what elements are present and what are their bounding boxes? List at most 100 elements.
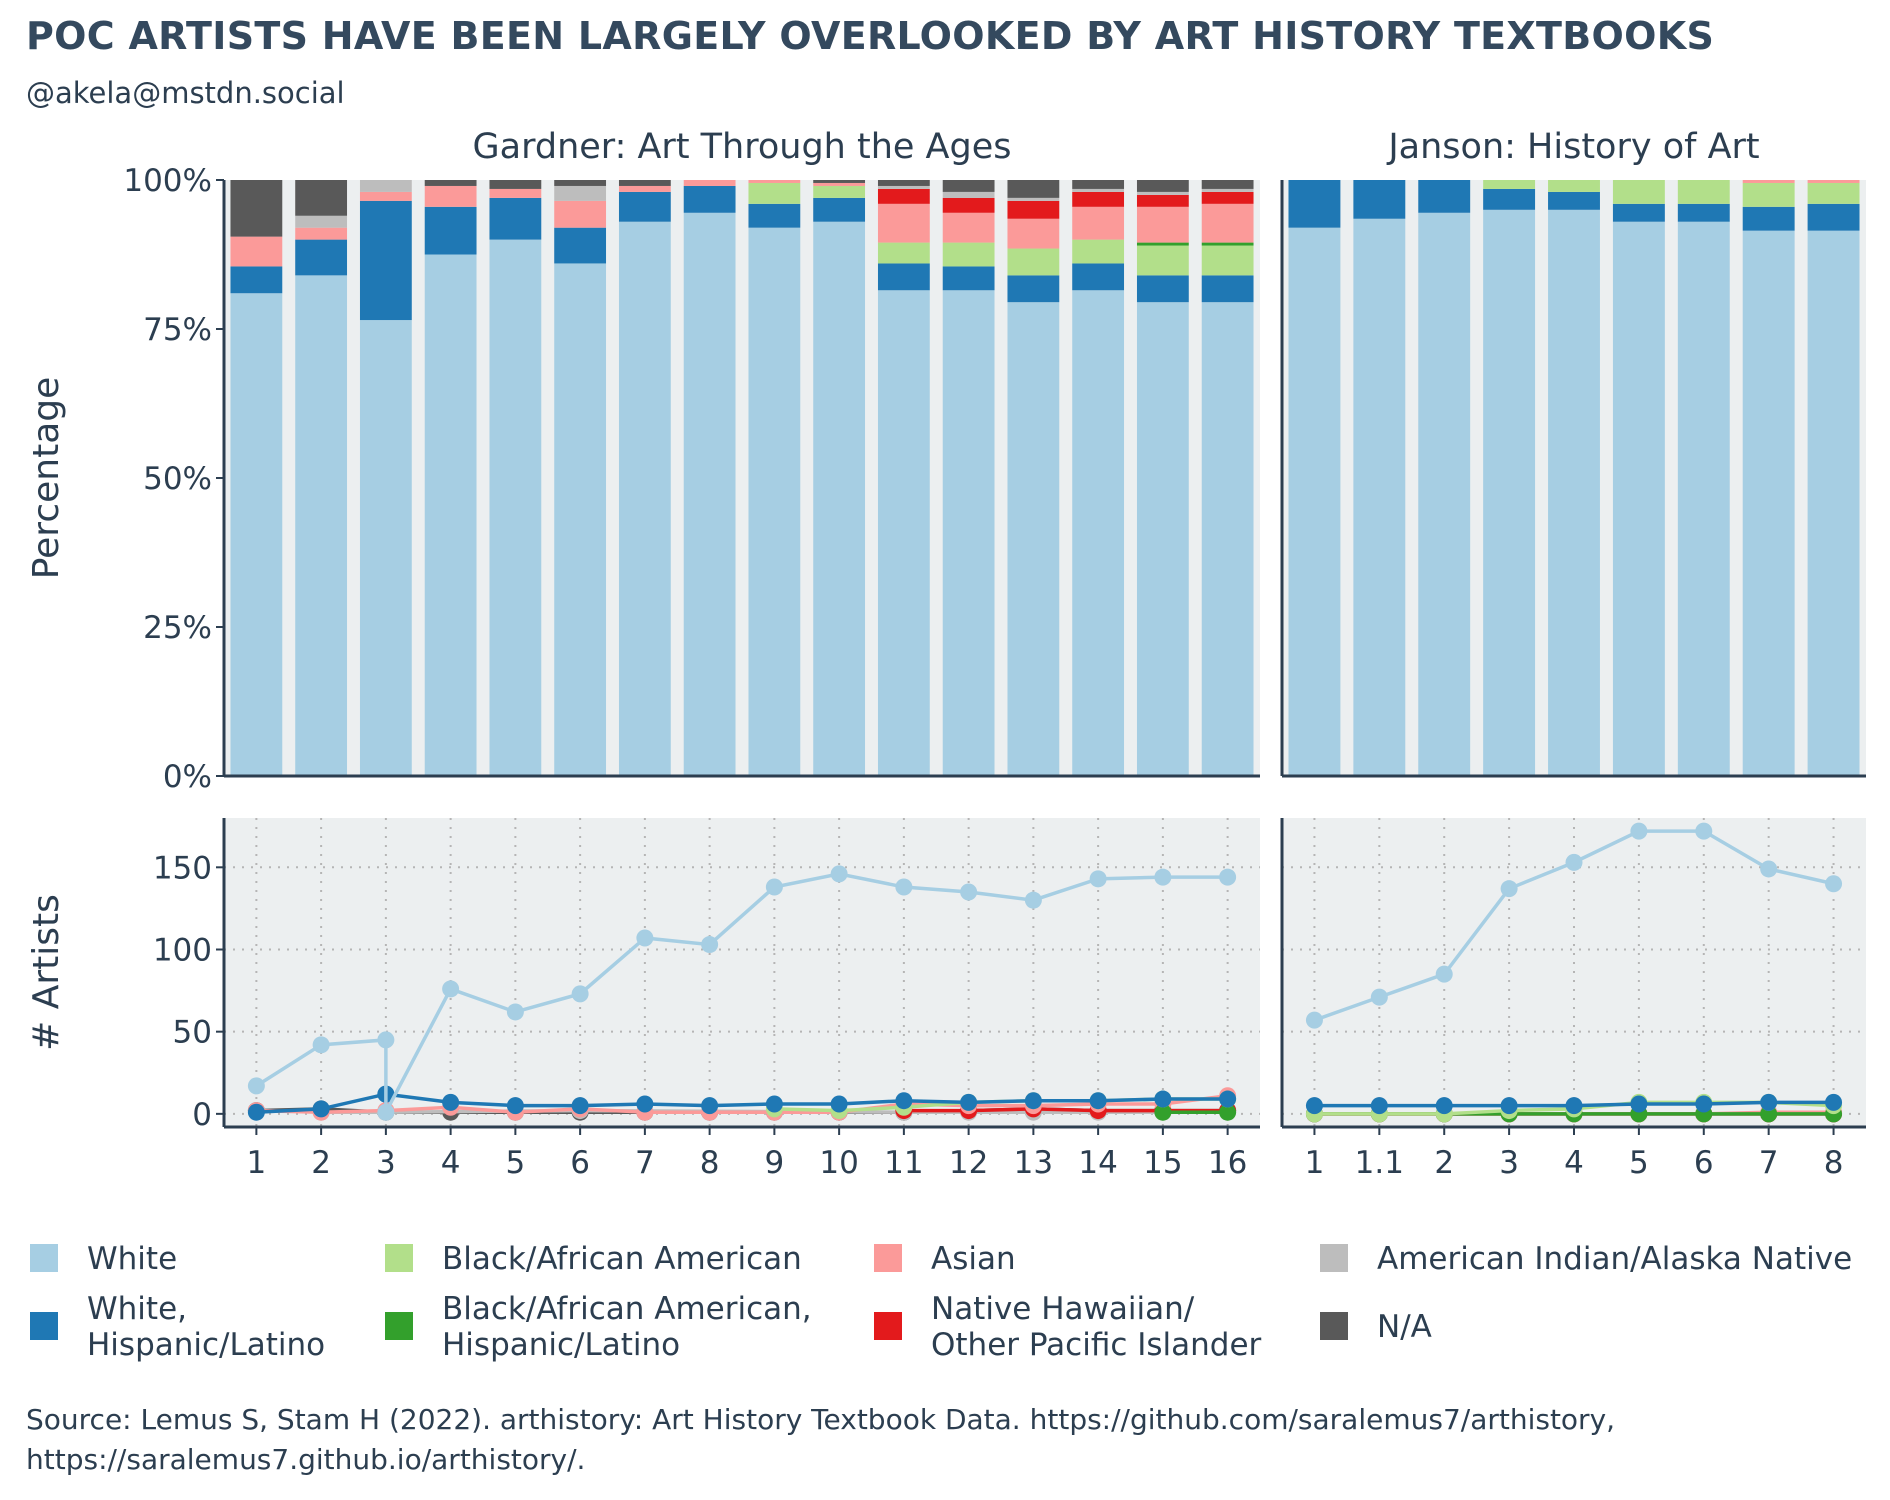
bar-gardner-6-asian <box>554 200 607 228</box>
x-tick-label-janson-7: 7 <box>1759 1145 1779 1181</box>
bar-gardner-12-white-hispanic-latino <box>942 266 995 291</box>
point-gardner-white-16 <box>1219 868 1237 886</box>
bar-janson-1-white-hispanic-latino <box>1288 180 1341 228</box>
x-tick-label-gardner-1: 1 <box>247 1145 267 1181</box>
bar-gardner-11-native-hawaiian-other-pacific-islander <box>877 188 930 204</box>
x-tick-label-gardner-15: 15 <box>1143 1145 1182 1181</box>
bar-gardner-11-american-indian-alaska-native <box>877 185 930 189</box>
bar-janson-1.1-white-hispanic-latino <box>1353 180 1406 219</box>
legend-label-native-hawaiian-other-pacific-islander-0: Native Hawaiian/ <box>931 1291 1195 1327</box>
point-gardner-white-11 <box>895 878 913 896</box>
point-janson-white-8 <box>1825 875 1843 893</box>
x-tick-label-gardner-8: 8 <box>700 1145 720 1181</box>
bar-gardner-10-asian <box>813 182 866 186</box>
legend-label-n-a-0: N/A <box>1377 1309 1432 1345</box>
bar-gardner-1-white-hispanic-latino <box>230 266 283 294</box>
bar-gardner-16-black-african-american-hispanic-latino <box>1201 242 1254 246</box>
bar-gardner-8-asian <box>683 180 736 186</box>
legend-key-white <box>30 1244 58 1272</box>
bar-gardner-6-n-a <box>554 180 607 186</box>
y-tick-label-pct-2: 50% <box>143 461 212 497</box>
x-tick-label-gardner-7: 7 <box>635 1145 655 1181</box>
bar-gardner-15-asian <box>1136 206 1189 243</box>
point-janson-white-hispanic-latino-8 <box>1825 1093 1843 1111</box>
point-gardner-white-hispanic-latino-4 <box>442 1093 460 1111</box>
x-tick-label-gardner-9: 9 <box>765 1145 785 1181</box>
chart-title: POC ARTISTS HAVE BEEN LARGELY OVERLOOKED… <box>26 14 1715 58</box>
legend-key-american-indian-alaska-native <box>1320 1244 1348 1272</box>
point-janson-white-hispanic-latino-4 <box>1565 1097 1583 1115</box>
bar-gardner-1-asian <box>230 236 283 267</box>
bar-gardner-7-white-hispanic-latino <box>618 191 671 222</box>
x-tick-label-gardner-4: 4 <box>441 1145 461 1181</box>
bar-gardner-2-n-a <box>295 180 348 216</box>
bar-gardner-2-american-indian-alaska-native <box>295 215 348 228</box>
point-gardner-white-hispanic-latino-11 <box>895 1092 913 1110</box>
facet-title-gardner: Gardner: Art Through the Ages <box>473 127 1012 167</box>
bar-gardner-14-asian <box>1072 206 1125 240</box>
legend-label-white-hispanic-latino-1: Hispanic/Latino <box>87 1327 325 1363</box>
point-gardner-white-8 <box>701 936 719 954</box>
point-janson-white-2 <box>1435 965 1453 983</box>
bar-gardner-14-n-a <box>1072 180 1125 189</box>
point-gardner-white-4 <box>442 980 460 998</box>
point-gardner-white-hispanic-latino-7 <box>636 1095 654 1113</box>
point-janson-white-hispanic-latino-1 <box>1305 1097 1323 1115</box>
legend-key-black-african-american <box>385 1244 413 1272</box>
line-gardner-white-hispanic-latino <box>256 1092 1228 1114</box>
x-tick-label-janson-2: 2 <box>1434 1145 1454 1181</box>
bar-gardner-13-native-hawaiian-other-pacific-islander <box>1007 200 1060 219</box>
bar-gardner-12-n-a <box>942 180 995 192</box>
point-gardner-white-hispanic-latino-9 <box>765 1095 783 1113</box>
bar-gardner-14-native-hawaiian-other-pacific-islander <box>1072 191 1125 207</box>
bar-janson-1.1-white <box>1353 218 1406 777</box>
bar-gardner-12-native-hawaiian-other-pacific-islander <box>942 197 995 213</box>
bar-janson-2-white-hispanic-latino <box>1418 180 1471 213</box>
bar-gardner-12-black-african-american <box>942 242 995 267</box>
x-tick-label-gardner-11: 11 <box>884 1145 923 1181</box>
legend-key-n-a <box>1320 1312 1348 1340</box>
y-tick-label-count-50: 50 <box>173 1015 212 1051</box>
x-tick-label-janson-8: 8 <box>1824 1145 1844 1181</box>
y-tick-label-pct-1: 25% <box>143 610 212 646</box>
bar-gardner-3-white <box>359 320 412 776</box>
bar-gardner-15-american-indian-alaska-native <box>1136 191 1189 195</box>
panel-bg-lines-gardner <box>224 818 1260 1127</box>
y-tick-label-count-0: 0 <box>192 1097 212 1133</box>
bar-gardner-6-american-indian-alaska-native <box>554 185 607 201</box>
bar-gardner-14-white <box>1072 290 1125 776</box>
legend-key-black-african-american-hispanic-latino <box>385 1312 413 1340</box>
facet-title-janson: Janson: History of Art <box>1386 127 1759 167</box>
bar-gardner-5-white <box>489 239 542 777</box>
point-gardner-white-hispanic-latino-1 <box>247 1103 265 1121</box>
point-janson-white-hispanic-latino-3 <box>1500 1097 1518 1115</box>
point-gardner-white-5 <box>506 1003 524 1021</box>
bar-janson-6-white <box>1677 221 1730 777</box>
bar-gardner-3-asian <box>359 191 412 201</box>
bar-gardner-10-n-a <box>813 180 866 183</box>
point-janson-white-hispanic-latino-7 <box>1760 1093 1778 1111</box>
y-tick-label-pct-3: 75% <box>143 312 212 348</box>
bar-gardner-4-white <box>424 254 477 776</box>
bar-janson-3-white-hispanic-latino <box>1483 188 1536 210</box>
bar-gardner-13-n-a <box>1007 180 1060 198</box>
point-gardner-white-3 <box>377 1103 395 1121</box>
point-gardner-white-hispanic-latino-15 <box>1154 1090 1172 1108</box>
bar-gardner-9-asian <box>748 180 801 183</box>
bar-gardner-15-n-a <box>1136 180 1189 192</box>
bar-gardner-10-white <box>813 221 866 777</box>
bar-gardner-13-asian <box>1007 218 1060 249</box>
caption: Source: Lemus S, Stam H (2022). arthisto… <box>26 1400 1876 1480</box>
bar-gardner-11-white <box>877 290 930 776</box>
bar-gardner-15-white-hispanic-latino <box>1136 275 1189 303</box>
point-janson-white-1.1 <box>1370 988 1388 1006</box>
bar-janson-5-white-hispanic-latino <box>1612 203 1665 222</box>
legend-label-american-indian-alaska-native-0: American Indian/Alaska Native <box>1377 1241 1852 1277</box>
y-tick-label-count-150: 150 <box>153 850 212 886</box>
x-tick-label-gardner-14: 14 <box>1078 1145 1117 1181</box>
point-janson-white-1 <box>1305 1011 1323 1029</box>
point-janson-white-5 <box>1630 822 1648 840</box>
point-janson-white-4 <box>1565 853 1583 871</box>
point-gardner-white-hispanic-latino-2 <box>312 1100 330 1118</box>
bar-gardner-5-n-a <box>489 180 542 189</box>
